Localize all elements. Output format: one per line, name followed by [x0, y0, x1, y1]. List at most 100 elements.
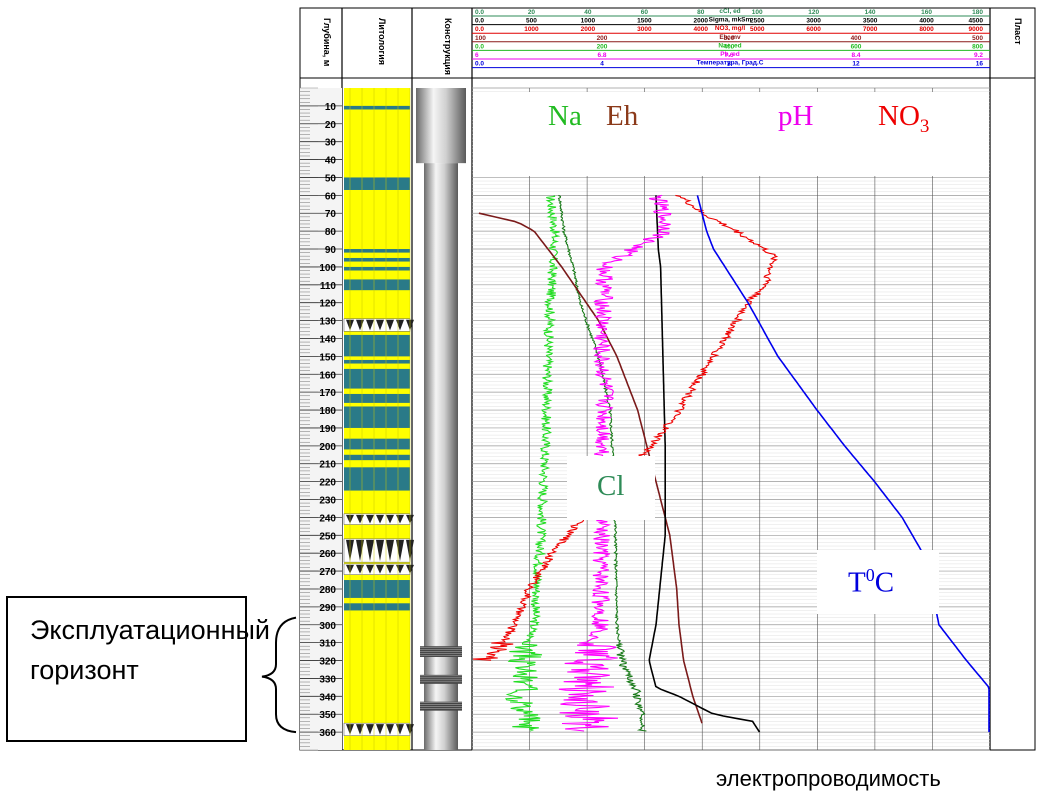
lithology-clay-band [344, 393, 410, 403]
depth-tick-label: 330 [319, 674, 336, 685]
curve-label-temp: T0C [848, 565, 894, 600]
construction-column [416, 88, 466, 751]
scale-tick-label: 6.8 [597, 52, 606, 59]
no3-subscript: 3 [919, 115, 930, 137]
scale-tick-label: 1000 [524, 26, 539, 33]
curve-label-ph: pH [778, 100, 814, 132]
depth-tick-label: 120 [319, 299, 336, 310]
scale-tick-label: 7.6 [724, 52, 733, 59]
lithology-gravel-mark [366, 514, 374, 524]
scale-tick-label: 160 [921, 9, 932, 16]
lithology-clay-band [344, 467, 410, 491]
no3-base: NO [878, 100, 920, 132]
depth-tick-label: 100 [319, 263, 336, 274]
scale-name: Sigma, mkSm [709, 17, 752, 24]
scale-tick-label: 500 [526, 18, 537, 25]
depth-tick-label: 140 [319, 334, 336, 345]
lithology-gravel-mark [386, 539, 394, 562]
lithology-gravel-mark [376, 514, 384, 524]
lithology-clay-band [344, 603, 410, 611]
scale-tick-label: 400 [851, 35, 862, 42]
scale-tick-label: 0.0 [475, 61, 484, 68]
depth-tick-label: 360 [319, 728, 336, 739]
curve-no3 [472, 194, 779, 661]
column-header-construction: Конструкция [443, 18, 453, 75]
depth-tick-label: 310 [319, 639, 336, 650]
depth-tick-label: 170 [319, 388, 336, 399]
scale-tick-label: 400 [724, 43, 735, 50]
scale-name: Na+, ed [718, 42, 741, 49]
scale-tick-label: 3000 [637, 26, 652, 33]
curve-label-cl: Cl [597, 470, 625, 502]
temp-base: T [848, 566, 866, 599]
scale-tick-label: 6000 [806, 26, 821, 33]
depth-tick-label: 270 [319, 567, 336, 578]
curves [472, 194, 990, 733]
lithology-clay-band [344, 406, 410, 428]
scale-tick-label: 2000 [694, 18, 709, 25]
depth-tick-label: 40 [325, 156, 337, 167]
screen-filter [420, 646, 462, 657]
scale-tick-label: 1000 [581, 18, 596, 25]
scale-name: Ph, ed [720, 51, 740, 58]
scale-tick-label: 140 [865, 9, 876, 16]
depth-tick-label: 300 [319, 621, 336, 632]
depth-tick-label: 20 [325, 120, 337, 131]
scale-tick-label: 3000 [806, 18, 821, 25]
scale-tick-label: 2500 [750, 18, 765, 25]
label-box-na-eh [473, 92, 989, 176]
lithology-clay-band [344, 359, 410, 364]
scale-name: Температура, Град.С [697, 60, 764, 67]
depth-tick-label: 70 [325, 209, 337, 220]
scale-tick-label: 4500 [969, 18, 984, 25]
depth-tick-label: 200 [319, 442, 336, 453]
casing-pipe [424, 163, 458, 751]
bracket-path [261, 616, 297, 734]
scale-tick-label: 9000 [969, 26, 984, 33]
curve-label-eh: Eh [606, 100, 639, 132]
depth-tick-label: 80 [325, 227, 337, 238]
label-box-cl [567, 456, 655, 520]
depth-tick-label: 50 [325, 173, 337, 184]
screen-filter [420, 674, 462, 684]
depth-tick-label: 290 [319, 603, 336, 614]
lithology-clay-band [344, 249, 410, 253]
lithology-gravel-mark [386, 724, 394, 735]
scale-tick-label: 4000 [694, 26, 709, 33]
scale-tick-label: 9.2 [974, 52, 983, 59]
depth-tick-label: 150 [319, 352, 336, 363]
lithology-gravel-mark [386, 319, 394, 331]
lithology-gravel-mark [386, 564, 394, 574]
scale-tick-label: 100 [475, 35, 486, 42]
depth-ruler-bg [300, 88, 342, 750]
depth-tick-label: 60 [325, 191, 337, 202]
scale-tick-label: 0.0 [475, 9, 484, 16]
lithology-gravel-mark [366, 564, 374, 574]
depth-tick-label: 190 [319, 424, 336, 435]
production-horizon-callout: Эксплуатационный горизонт [6, 596, 270, 742]
scale-tick-label: 5000 [750, 26, 765, 33]
depth-tick-label: 10 [325, 102, 337, 113]
depth-ruler: 10 20 30 40 50 60 70 80 90 100 110 120 130 140 150 160 1… [300, 87, 342, 751]
scale-tick-label: 40 [584, 9, 592, 16]
scale-tick-label: 4000 [919, 18, 934, 25]
depth-tick-label: 110 [320, 281, 337, 292]
curve-label-no3: NO3 [878, 100, 929, 138]
scale-tick-label: 80 [697, 9, 705, 16]
temp-superscript: 0 [865, 565, 875, 585]
depth-tick-label: 280 [319, 585, 336, 596]
horizon-bracket [261, 616, 297, 734]
depth-tick-label: 180 [319, 406, 336, 417]
depth-tick-label: 260 [319, 549, 336, 560]
lithology-clay-band [344, 580, 410, 598]
scale-tick-label: 0.0 [475, 43, 484, 50]
scale-tick-label: 20 [528, 9, 536, 16]
depth-tick-label: 350 [319, 710, 336, 721]
lithology-clay-band [344, 438, 410, 450]
column-header-lithology: Литология [377, 18, 387, 65]
lithology-clay-band [344, 177, 410, 190]
scale-tick-label: 6 [475, 52, 479, 59]
column-header-layer: Пласт [1013, 18, 1023, 45]
lithology-clay-band [344, 105, 410, 110]
